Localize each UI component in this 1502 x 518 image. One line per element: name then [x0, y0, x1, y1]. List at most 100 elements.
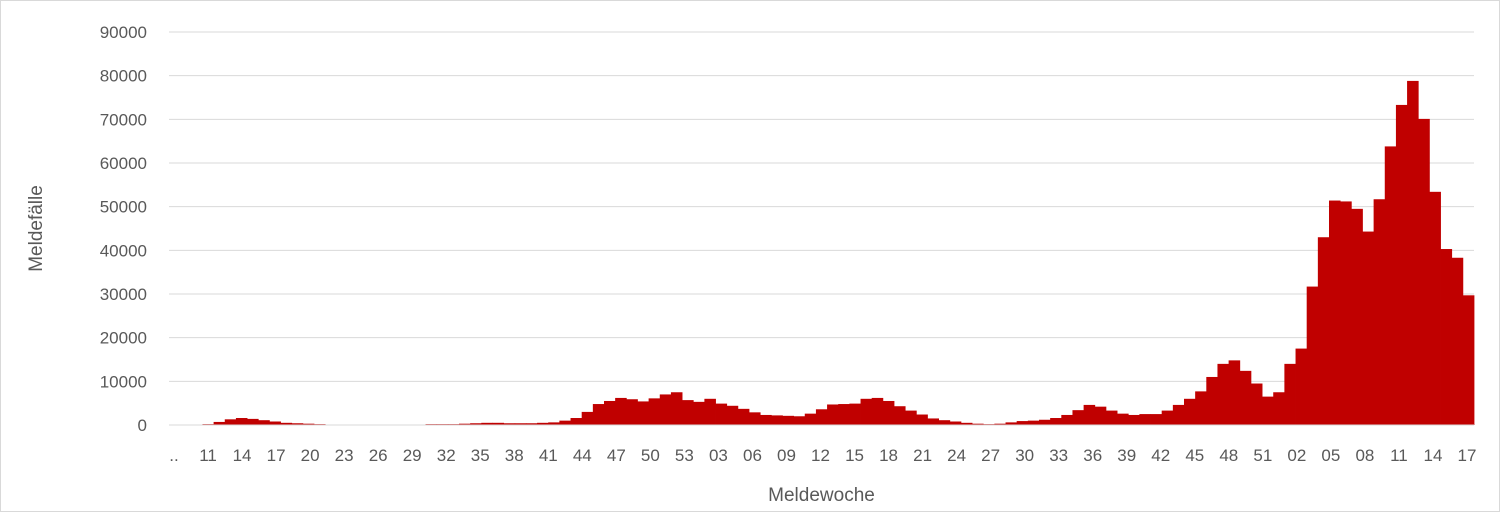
x-tick-label: 12: [811, 446, 830, 465]
bar: [682, 400, 694, 425]
bar: [1296, 349, 1308, 425]
x-tick-label: 05: [1321, 446, 1340, 465]
x-tick-label: 29: [403, 446, 422, 465]
x-tick-label: 14: [1424, 446, 1443, 465]
bar: [1318, 237, 1330, 425]
x-tick-label: 17: [267, 446, 286, 465]
x-tick-label: 53: [675, 446, 694, 465]
bar: [559, 421, 571, 425]
x-tick-label: 20: [301, 446, 320, 465]
bar: [1095, 407, 1107, 425]
y-tick-label: 80000: [100, 67, 147, 86]
bar: [1217, 364, 1229, 425]
x-tick-label: 08: [1355, 446, 1374, 465]
bar: [236, 418, 248, 425]
bar-series: [169, 81, 1474, 425]
bar: [716, 404, 728, 425]
bar: [760, 415, 772, 425]
x-tick-label: 41: [539, 446, 558, 465]
bar: [794, 416, 806, 425]
y-tick-label: 90000: [100, 23, 147, 42]
y-axis-title: Meldefälle: [26, 185, 47, 272]
bar: [1396, 105, 1408, 425]
bar: [1039, 420, 1051, 425]
y-tick-label: 20000: [100, 329, 147, 348]
bar: [1351, 209, 1363, 425]
bar: [950, 422, 962, 425]
bar: [927, 418, 939, 425]
bar: [916, 415, 928, 425]
x-tick-label: 11: [199, 446, 217, 465]
x-tick-label: 17: [1458, 446, 1477, 465]
bar: [593, 404, 605, 425]
x-tick-label: 47: [607, 446, 626, 465]
x-tick-label: 35: [471, 446, 490, 465]
bar: [1273, 392, 1285, 425]
bar: [1151, 414, 1163, 425]
bar: [1050, 418, 1062, 425]
bar: [1061, 415, 1073, 425]
bar: [582, 412, 594, 425]
bar: [727, 406, 739, 425]
bar: [1028, 421, 1040, 425]
y-tick-label: 50000: [100, 198, 147, 217]
bar: [1106, 411, 1118, 425]
bar: [615, 398, 627, 425]
bar: [626, 399, 638, 425]
y-tick-label: 0: [138, 416, 147, 435]
x-tick-label: 42: [1151, 446, 1170, 465]
bar: [693, 402, 705, 425]
bar: [883, 401, 895, 425]
bar: [1072, 410, 1084, 425]
bar: [1362, 232, 1374, 425]
bar: [861, 399, 873, 425]
bar: [1441, 249, 1453, 425]
x-tick-label: 14: [233, 446, 252, 465]
bar: [1128, 415, 1140, 425]
bar: [1184, 399, 1196, 425]
bar: [1418, 119, 1430, 425]
x-tick-label: ..: [169, 446, 178, 465]
x-tick-label: 38: [505, 446, 524, 465]
x-tick-label: 33: [1049, 446, 1068, 465]
bar: [1329, 201, 1341, 425]
bar: [738, 409, 750, 425]
bar: [571, 418, 583, 425]
bar: [1173, 405, 1185, 425]
x-tick-label: 32: [437, 446, 456, 465]
x-tick-label: 02: [1287, 446, 1306, 465]
x-tick-label: 36: [1083, 446, 1102, 465]
y-tick-label: 40000: [100, 241, 147, 260]
x-tick-label: 30: [1015, 446, 1034, 465]
bar: [1407, 81, 1419, 425]
x-tick-label: 45: [1185, 446, 1204, 465]
bar: [838, 404, 850, 425]
bar: [1206, 377, 1218, 425]
x-tick-label: 48: [1219, 446, 1238, 465]
bar: [894, 406, 906, 425]
bar: [1162, 411, 1174, 425]
x-tick-label: 39: [1117, 446, 1136, 465]
bar: [905, 411, 917, 425]
bar: [749, 412, 761, 425]
y-axis-ticks: 0100002000030000400005000060000700008000…: [100, 23, 147, 435]
x-tick-label: 24: [947, 446, 966, 465]
bar: [637, 401, 649, 425]
bar: [827, 404, 839, 425]
bar: [1139, 414, 1151, 425]
bar: [1452, 258, 1464, 425]
y-tick-label: 60000: [100, 154, 147, 173]
x-tick-label: 51: [1253, 446, 1272, 465]
x-tick-label: 09: [777, 446, 796, 465]
bar: [660, 394, 672, 425]
y-tick-label: 10000: [100, 372, 147, 391]
bar: [604, 401, 616, 425]
bar: [782, 416, 794, 425]
bar: [649, 398, 661, 425]
x-tick-label: 50: [641, 446, 660, 465]
bar: [1307, 287, 1319, 425]
bar: [1240, 371, 1252, 425]
x-tick-label: 11: [1390, 446, 1408, 465]
